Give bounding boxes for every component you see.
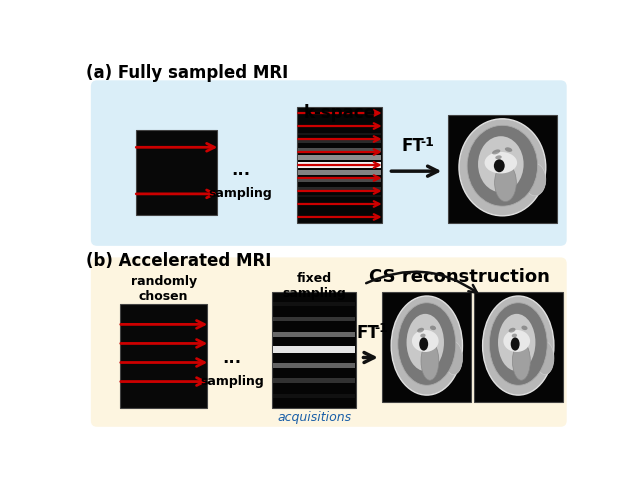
Text: FT: FT bbox=[402, 137, 424, 155]
Ellipse shape bbox=[445, 342, 463, 375]
Bar bbox=[298, 187, 381, 190]
Ellipse shape bbox=[522, 326, 527, 331]
Ellipse shape bbox=[483, 296, 554, 395]
Text: ...: ... bbox=[231, 161, 250, 179]
Bar bbox=[298, 171, 381, 176]
Bar bbox=[448, 116, 557, 223]
Bar bbox=[298, 141, 381, 144]
Ellipse shape bbox=[420, 334, 426, 338]
Bar bbox=[298, 163, 381, 168]
Bar bbox=[273, 317, 355, 322]
Bar bbox=[120, 304, 207, 408]
Text: k-space: k-space bbox=[303, 104, 376, 122]
Ellipse shape bbox=[498, 314, 536, 371]
FancyBboxPatch shape bbox=[91, 258, 566, 427]
Ellipse shape bbox=[524, 164, 546, 197]
Ellipse shape bbox=[503, 330, 530, 352]
Ellipse shape bbox=[495, 165, 516, 202]
Ellipse shape bbox=[512, 334, 517, 338]
Text: (a) Fully sampled MRI: (a) Fully sampled MRI bbox=[86, 64, 289, 82]
Bar bbox=[136, 131, 217, 215]
Ellipse shape bbox=[511, 338, 520, 351]
Bar bbox=[382, 292, 472, 402]
Ellipse shape bbox=[478, 137, 524, 193]
Ellipse shape bbox=[494, 160, 505, 173]
FancyBboxPatch shape bbox=[91, 81, 566, 246]
Bar bbox=[273, 394, 355, 398]
Bar bbox=[273, 332, 355, 337]
Text: FT: FT bbox=[356, 323, 379, 341]
Bar bbox=[298, 134, 381, 136]
Bar bbox=[273, 378, 355, 383]
Ellipse shape bbox=[509, 328, 515, 333]
Ellipse shape bbox=[492, 150, 500, 155]
Bar bbox=[298, 179, 381, 183]
Ellipse shape bbox=[495, 156, 502, 160]
Ellipse shape bbox=[412, 330, 438, 352]
Ellipse shape bbox=[421, 342, 439, 380]
Text: -1: -1 bbox=[374, 322, 388, 335]
Ellipse shape bbox=[513, 342, 531, 380]
Ellipse shape bbox=[406, 314, 444, 371]
Bar bbox=[273, 347, 355, 353]
Ellipse shape bbox=[391, 296, 463, 395]
Ellipse shape bbox=[490, 303, 547, 386]
Ellipse shape bbox=[459, 120, 546, 216]
Ellipse shape bbox=[505, 148, 512, 152]
Ellipse shape bbox=[417, 328, 424, 333]
Text: ...: ... bbox=[222, 349, 241, 367]
Ellipse shape bbox=[398, 303, 456, 386]
Bar bbox=[298, 149, 381, 152]
Ellipse shape bbox=[467, 126, 538, 207]
Bar bbox=[298, 195, 381, 197]
Bar bbox=[273, 302, 355, 306]
Ellipse shape bbox=[484, 152, 517, 174]
Ellipse shape bbox=[430, 326, 436, 331]
Ellipse shape bbox=[419, 338, 428, 351]
Text: acquisitions: acquisitions bbox=[277, 410, 351, 423]
Text: (b) Accelerated MRI: (b) Accelerated MRI bbox=[86, 252, 271, 270]
Text: randomly
chosen: randomly chosen bbox=[131, 275, 196, 302]
Bar bbox=[474, 292, 563, 402]
Bar bbox=[272, 292, 356, 408]
Bar bbox=[273, 363, 355, 368]
Text: sampling: sampling bbox=[200, 375, 264, 388]
Text: fixed
sampling: fixed sampling bbox=[282, 272, 346, 300]
Bar bbox=[298, 156, 381, 160]
Text: -1: -1 bbox=[420, 136, 434, 149]
Bar bbox=[297, 108, 382, 223]
Text: sampling: sampling bbox=[209, 186, 272, 199]
Text: CS reconstruction: CS reconstruction bbox=[369, 267, 550, 285]
Ellipse shape bbox=[536, 342, 554, 375]
